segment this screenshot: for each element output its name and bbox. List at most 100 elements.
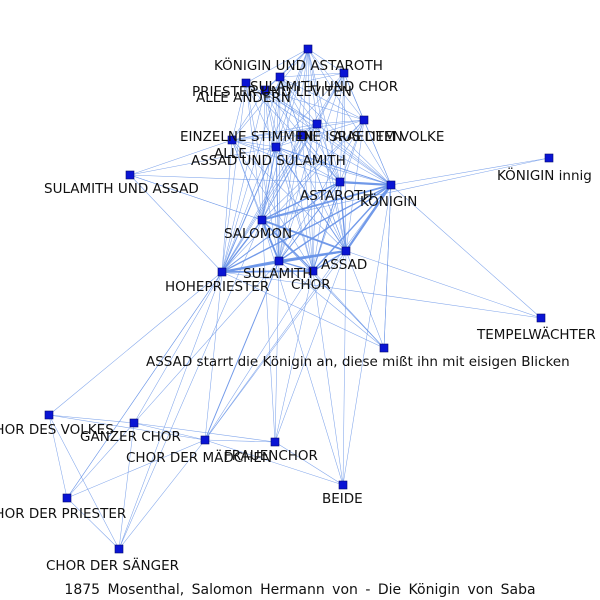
node-esm[interactable] — [227, 135, 237, 145]
edge-n_sal-n_avk — [261, 119, 365, 221]
node-kon[interactable] — [386, 180, 396, 190]
edge-n_esm-n_aus — [231, 134, 303, 141]
node-layer — [44, 44, 554, 554]
edge-n_kag-n_dai — [316, 72, 345, 125]
node-label-bei: BEIDE — [322, 491, 363, 507]
edge-n_kon-n_aus — [301, 134, 392, 186]
edge-n_asa-n_kon — [383, 184, 392, 349]
node-kag[interactable] — [339, 68, 349, 78]
edge-n_cdv-n_cdp — [48, 414, 68, 499]
node-label-fch: FRAUENCHOR — [224, 448, 318, 464]
node-cds[interactable] — [114, 544, 124, 554]
edge-n_alle-n_avk — [275, 119, 365, 148]
node-suc[interactable] — [275, 72, 285, 82]
edge-n_top-n_aus — [301, 48, 309, 136]
node-fch[interactable] — [270, 437, 280, 447]
edge-n_sul-n_cdm — [204, 260, 280, 441]
node-label-hoh: HOHEPRIESTER — [165, 279, 269, 295]
edge-n_cdv-n_gch — [48, 414, 135, 424]
node-kin[interactable] — [544, 153, 554, 163]
edge-n_sul-n_asa — [278, 260, 385, 349]
edge-n_bei-n_kon — [342, 184, 392, 486]
edge-n_kag-n_pul — [264, 72, 345, 91]
edge-n_ass-n_fch — [274, 250, 347, 443]
node-gch[interactable] — [129, 418, 139, 428]
edge-n_kon-n_cho — [312, 184, 392, 272]
edge-n_ass-n_kag — [343, 72, 347, 252]
edge-n_sul-n_gch — [133, 260, 280, 424]
node-bei[interactable] — [338, 480, 348, 490]
node-tmp[interactable] — [536, 313, 546, 323]
edge-n_suc-n_dai — [279, 76, 318, 125]
edge-n_hoh-n_dai — [221, 123, 318, 273]
node-label-gch: GANZER CHOR — [80, 429, 181, 445]
edge-n_aa-n_esm — [231, 82, 247, 141]
node-label-ass: ASSAD — [321, 257, 367, 273]
edge-layer — [48, 48, 550, 550]
edge-n_ast-n_top — [307, 48, 341, 183]
edge-n_ass-n_kon — [344, 183, 393, 253]
edge-n_hoh-n_aa — [221, 82, 247, 273]
edge-n_kag-n_avk — [343, 72, 365, 121]
edge-n_cho-n_pul — [264, 89, 314, 272]
node-aa[interactable] — [241, 78, 251, 88]
edge-n_ast-n_dai — [316, 123, 341, 183]
node-label-aus: ASSAD UND SULAMITH — [191, 153, 346, 169]
edge-n_ass-n_avk — [345, 119, 365, 252]
edge-n_cho-n_suc — [279, 76, 314, 272]
node-ast[interactable] — [335, 177, 345, 187]
node-cdm[interactable] — [200, 435, 210, 445]
edge-n_top-n_kag — [307, 48, 345, 74]
edge-n_cho-n_asa — [312, 270, 385, 349]
node-aus[interactable] — [297, 130, 307, 140]
edge-n_suc-n_avk — [279, 76, 365, 121]
edge-n_hoh-n_gch — [133, 271, 223, 424]
edge-n_ast-n_avk — [339, 119, 365, 183]
node-avk[interactable] — [359, 115, 369, 125]
edge-n_kon-n_tmp — [390, 184, 542, 319]
edge-n_hoh-n_cho — [221, 270, 314, 273]
edge-n_sul-n_cho — [278, 260, 314, 272]
edge-n_hoh-n_sua — [129, 174, 223, 273]
edge-n_hoh-n_kag — [221, 72, 345, 273]
edge-n_alle-n_esm — [231, 139, 277, 148]
edge-n_cdm-n_fch — [204, 439, 276, 443]
node-asa[interactable] — [379, 343, 389, 353]
node-dai[interactable] — [312, 119, 322, 129]
node-sul[interactable] — [274, 256, 284, 266]
node-label-suc: SULAMITH UND CHOR — [250, 79, 398, 95]
edge-n_fch-n_bei — [274, 441, 344, 486]
node-cdv[interactable] — [44, 410, 54, 420]
edge-n_ass-n_cdm — [204, 250, 347, 441]
edge-n_sua-n_sal — [129, 174, 263, 221]
edge-n_suc-n_aus — [279, 76, 303, 136]
edge-n_ass-n_top — [307, 48, 347, 252]
edge-n_ass-n_esm — [231, 139, 347, 252]
edge-n_sal-n_top — [261, 48, 309, 221]
node-cdp[interactable] — [62, 493, 72, 503]
edge-n_ass-n_alle — [275, 146, 347, 252]
edge-n_cho-n_kag — [312, 72, 345, 272]
node-sua[interactable] — [125, 170, 135, 180]
edge-n_cho-n_alle — [275, 146, 314, 272]
edge-n_ass-n_dai — [316, 123, 347, 252]
node-label-kag: KÖNIGIN UND ASTAROTH — [214, 56, 383, 74]
edge-n_ass-n_asa — [345, 250, 385, 349]
node-label-sua: SULAMITH UND ASSAD — [44, 181, 199, 197]
node-top[interactable] — [303, 44, 313, 54]
node-cho[interactable] — [308, 266, 318, 276]
edge-n_hoh-n_asa — [221, 271, 385, 349]
node-pul[interactable] — [260, 85, 270, 95]
node-hoh[interactable] — [217, 267, 227, 277]
edge-n_hoh-n_alle — [221, 146, 277, 273]
edge-n_sul-n_kon — [278, 184, 392, 262]
edge-n_sal-n_aa — [245, 82, 263, 221]
node-alle[interactable] — [271, 142, 281, 152]
edge-n_dai-n_esm — [231, 123, 318, 141]
edge-n_cdm-n_cds — [118, 439, 206, 550]
edge-n_gch-n_cds — [118, 422, 135, 550]
edge-n_cho-n_aus — [301, 134, 314, 272]
node-sal[interactable] — [257, 215, 267, 225]
node-ass[interactable] — [341, 246, 351, 256]
edge-n_kon-n_sua — [129, 174, 392, 186]
